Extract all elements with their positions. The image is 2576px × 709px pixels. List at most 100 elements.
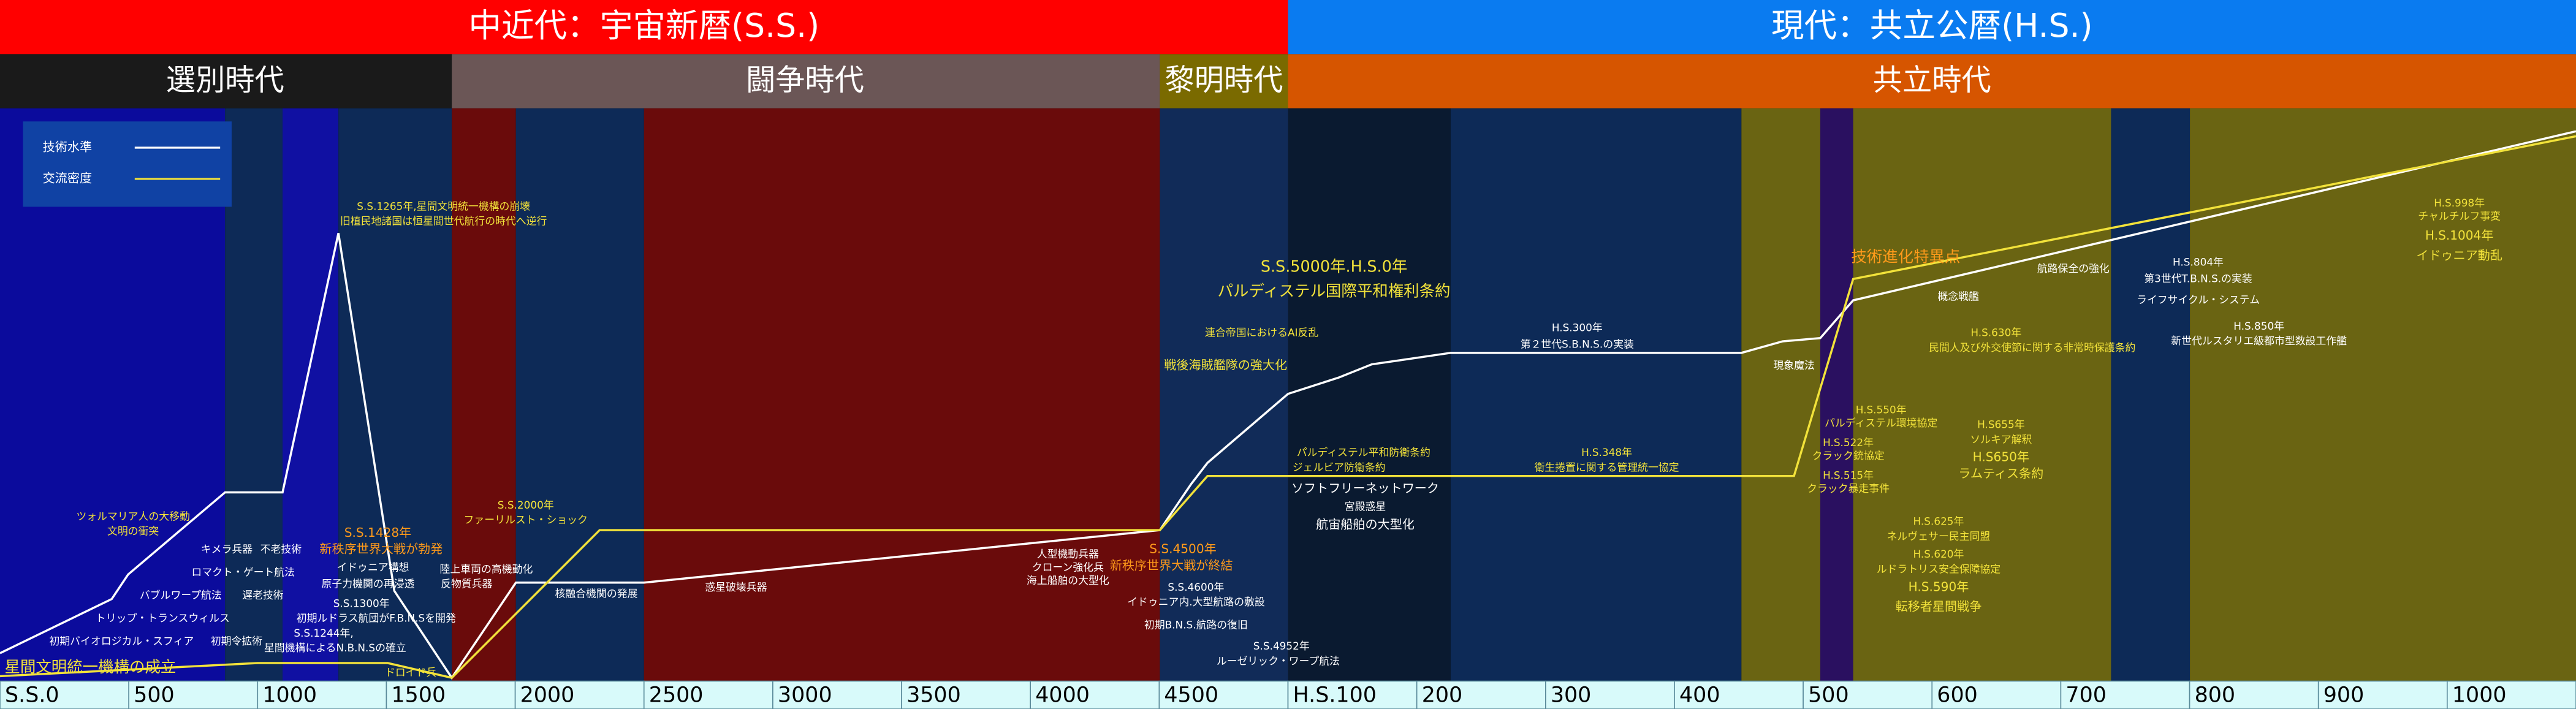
annotation: 新秩序世界大戦が勃発: [319, 542, 443, 556]
axis-label: 1500: [391, 683, 446, 708]
axis-label: 900: [2323, 683, 2365, 708]
era: [1288, 54, 2576, 108]
annotation: S.S.4952年: [1253, 640, 1310, 652]
axis-label: 2000: [520, 683, 575, 708]
axis: S.S.0 500 1000 1500 2000 2500 3000 3500 4000 4500…: [0, 680, 2576, 709]
bands: [0, 108, 2576, 681]
annotation: H.S.515年: [1823, 469, 1874, 482]
annotation: ドロイド兵: [385, 666, 436, 678]
axis-label: 300: [1551, 683, 1592, 708]
axis-cell: [901, 680, 1032, 709]
annotation: ソルキア解釈: [1970, 433, 2032, 445]
annotation: 不老技術: [260, 543, 302, 555]
annotation: 初期ルドラス航団がF.B.N.Sを開発: [297, 612, 456, 624]
axis-label: 3000: [778, 683, 832, 708]
annotation: 星間文明統一機構の成立: [4, 658, 176, 677]
annotation: 現象魔法: [1773, 359, 1814, 371]
annotation: H.S.804年: [2173, 256, 2224, 268]
band: [515, 108, 644, 681]
annotation: H.S.348年: [1581, 446, 1632, 458]
axis-label: 500: [134, 683, 175, 708]
annotation: S.S.4500年: [1149, 542, 1216, 556]
annotation: ライフサイクル・システム: [2137, 294, 2260, 306]
band: [1741, 108, 1820, 681]
axis-label: 200: [1422, 683, 1463, 708]
annotation: 概念戦艦: [1937, 290, 1979, 303]
axis-cell: [514, 680, 645, 709]
annotation: ルドラトリス安全保障協定: [1877, 563, 2001, 575]
band: [452, 108, 516, 681]
annotation: 惑星破壊兵器: [705, 581, 767, 593]
annotation: H.S.625年: [1913, 515, 1964, 528]
annotation: パルディステル環境協定: [1825, 417, 1937, 429]
annotation: H.S.300年: [1552, 322, 1603, 334]
band: [644, 108, 1160, 681]
annotation: S.S.1428年: [344, 525, 411, 540]
band: [1853, 108, 2111, 681]
band: [225, 108, 283, 681]
annotation: 転移者星間戦争: [1896, 599, 1982, 613]
annotation: H.S655年: [1977, 419, 2025, 431]
axis-cell: [1544, 680, 1675, 709]
axis-cell: [386, 680, 516, 709]
axis-label: 4000: [1035, 683, 1090, 708]
annotation: 陸上車両の高機動化: [440, 563, 533, 575]
axis-label: S.S.0: [5, 683, 59, 708]
era: [1160, 54, 1288, 108]
annotation: 新秩序世界大戦が終結: [1110, 558, 1233, 572]
axis-cell: [772, 680, 902, 709]
annotation: トリップ・トランスウィルス: [96, 612, 230, 624]
era-label: 闘争時代: [746, 63, 864, 97]
annotation: H.S.850年: [2233, 320, 2284, 332]
annotation: イドゥニア構想: [336, 561, 409, 574]
annotation: H.S.590年: [1909, 579, 1969, 594]
annotation: ジェルビア防衛条約: [1293, 461, 1386, 473]
annotation: 核融合機関の発展: [555, 588, 638, 600]
annotation: H.S.1004年: [2425, 228, 2493, 243]
tech-line: [0, 130, 2576, 680]
axis-label: 3500: [906, 683, 961, 708]
annotation: ロマクト・ゲート航法: [191, 566, 295, 578]
annotation: 民間人及び外交使節に関する非常時保護条約: [1929, 341, 2135, 354]
annotation: 第２世代S.B.N.S.の実装: [1521, 338, 1634, 350]
axis-cell: [1803, 680, 1933, 709]
axis-label: 500: [1808, 683, 1849, 708]
annotation: ネルヴェサー民主同盟: [1887, 530, 1991, 542]
axis-label: 700: [2065, 683, 2107, 708]
annotation: 初期B.N.S.航路の復旧: [1144, 618, 1248, 631]
band: [1160, 108, 1288, 681]
legend-label: 技術水準: [43, 140, 92, 154]
era-label: 共立時代: [1873, 63, 1991, 97]
band: [338, 108, 452, 681]
annotation: 第3世代T.B.N.S.の実装: [2144, 272, 2252, 284]
annotation: 初期バイオロジカル・スフィア: [49, 635, 194, 647]
axis-cell: [643, 680, 773, 709]
exchange-line: [0, 135, 2576, 680]
annotation: 宮殿惑星: [1345, 501, 1386, 513]
annotation: 文明の衝突: [107, 525, 159, 537]
annotation: 人型機動兵器: [1037, 548, 1099, 560]
axis-label: 800: [2195, 683, 2236, 708]
annotation: S.S.1300年: [333, 597, 390, 610]
axis-label: 400: [1679, 683, 1720, 708]
annotation: 反物質兵器: [441, 577, 492, 590]
annotation: 航宙船舶の大型化: [1316, 517, 1415, 532]
annotation: キメラ兵器: [201, 543, 253, 555]
axis-label: H.S.100: [1293, 683, 1377, 708]
annotation: ルーゼリック・ワープ航法: [1217, 654, 1340, 667]
band: [1288, 108, 1451, 681]
band: [2111, 108, 2190, 681]
band: [1450, 108, 1742, 681]
annotation: チャルチルフ事変: [2418, 210, 2501, 222]
annotation: H.S.620年: [1913, 548, 1964, 560]
band: [283, 108, 339, 681]
annotation: 初期令拡術: [211, 635, 262, 647]
band: [2190, 108, 2576, 681]
annotation: ツォルマリア人の大移動: [76, 510, 190, 523]
annotation: クラック暴走事件: [1807, 482, 1890, 495]
annotation: 戦後海賊艦隊の強大化: [1164, 358, 1287, 373]
annotation: H.S.630年: [1970, 327, 2021, 339]
annotation: ファーリルスト・ショック: [464, 514, 588, 526]
ss-bar: [0, 0, 1288, 55]
axis-cell: [2189, 680, 2319, 709]
